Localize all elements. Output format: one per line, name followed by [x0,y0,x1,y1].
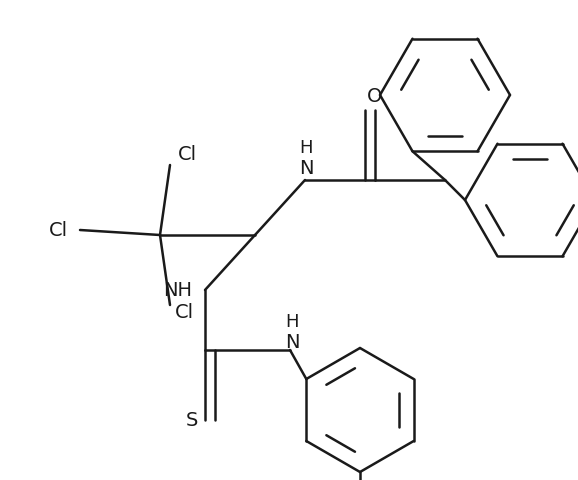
Text: H: H [299,139,313,157]
Text: H: H [286,313,299,331]
Text: NH: NH [163,280,192,300]
Text: Cl: Cl [175,302,194,322]
Text: Cl: Cl [178,145,197,165]
Text: N: N [299,158,313,178]
Text: S: S [186,410,198,430]
Text: O: O [367,86,383,106]
Text: Cl: Cl [49,220,68,240]
Text: N: N [285,333,299,351]
